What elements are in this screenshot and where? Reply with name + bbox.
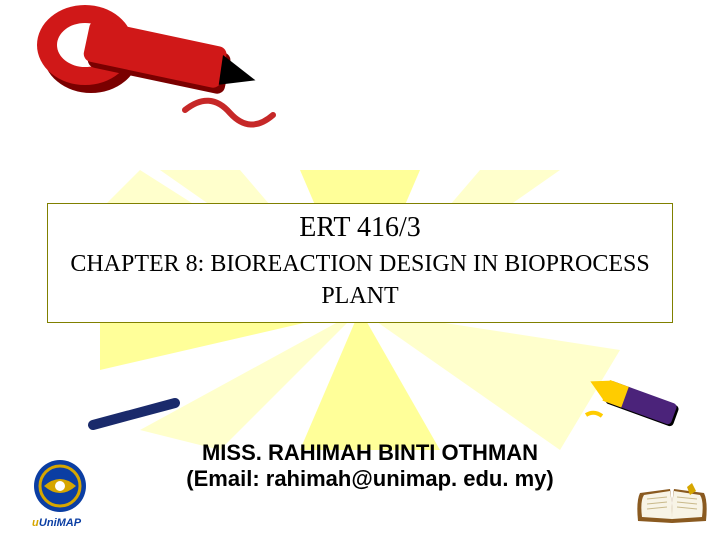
blue-stroke-icon bbox=[85, 395, 185, 435]
yellow-crayon-icon bbox=[582, 370, 692, 430]
open-book-icon bbox=[632, 481, 712, 536]
chapter-title: CHAPTER 8: BIOREACTION DESIGN IN BIOPROC… bbox=[54, 248, 666, 313]
author-block: MISS. RAHIMAH BINTI OTHMAN (Email: rahim… bbox=[130, 440, 610, 492]
unimap-logo-icon: UniMAP u bbox=[20, 454, 100, 534]
author-name: MISS. RAHIMAH BINTI OTHMAN bbox=[130, 440, 610, 466]
title-box: ERT 416/3 CHAPTER 8: BIOREACTION DESIGN … bbox=[47, 203, 673, 323]
course-code: ERT 416/3 bbox=[54, 212, 666, 244]
svg-text:UniMAP: UniMAP bbox=[39, 517, 82, 529]
slide: ERT 416/3 CHAPTER 8: BIOREACTION DESIGN … bbox=[0, 0, 720, 540]
svg-text:u: u bbox=[32, 517, 39, 529]
red-crayon-icon bbox=[35, 0, 295, 145]
author-email: (Email: rahimah@unimap. edu. my) bbox=[130, 466, 610, 492]
